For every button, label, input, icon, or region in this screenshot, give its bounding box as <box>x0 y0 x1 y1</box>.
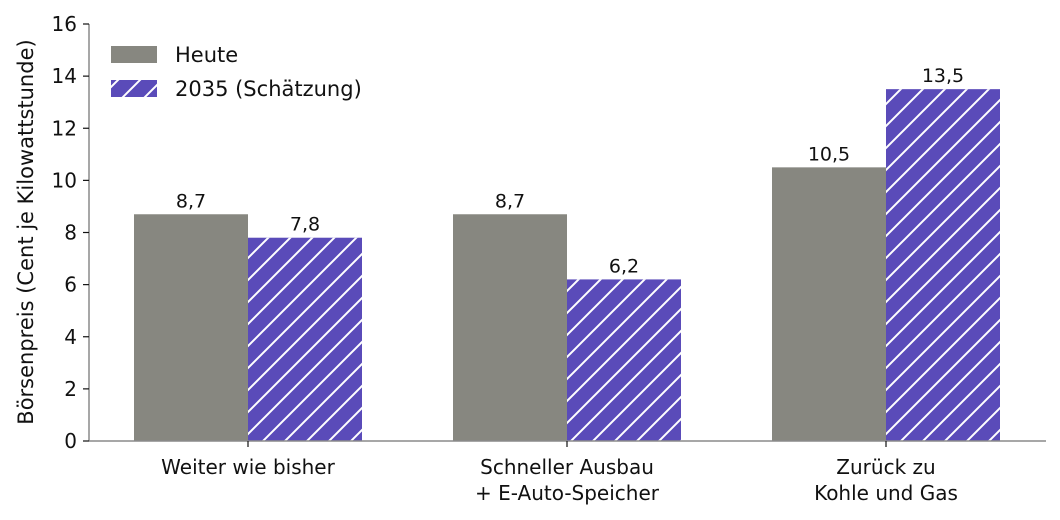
value-label: 8,7 <box>495 190 525 212</box>
value-label: 7,8 <box>290 214 320 236</box>
value-label: 10,5 <box>808 143 850 165</box>
value-label: 6,2 <box>609 255 639 277</box>
bar-2035-hatch-3 <box>886 89 1000 441</box>
legend-swatch-1 <box>111 46 157 63</box>
y-tick-label: 14 <box>52 64 77 88</box>
bars-group <box>134 89 1000 441</box>
value-label: 8,7 <box>176 190 206 212</box>
y-tick-label: 12 <box>52 116 77 140</box>
bar-2035-hatch-1 <box>248 237 362 441</box>
legend-swatch-hatch <box>111 80 157 97</box>
x-tick-label: Weiter wie bisher <box>161 455 335 479</box>
y-tick-label: 0 <box>64 429 77 453</box>
bar-heute-1 <box>134 214 248 441</box>
bar-heute-3 <box>772 167 886 441</box>
y-tick-label: 6 <box>64 273 77 297</box>
y-axis-ticks: 0 2 4 6 8 10 12 14 16 <box>52 12 89 453</box>
y-tick-label: 2 <box>64 377 77 401</box>
x-tick-label: Schneller Ausbau + E-Auto-Speicher <box>475 455 660 505</box>
legend-label-1: Heute <box>175 43 238 67</box>
value-labels-group: 8,7 8,7 10,5 7,8 6,2 13,5 <box>176 65 964 277</box>
x-tick-label: Zurück zu Kohle und Gas <box>814 455 958 505</box>
bar-2035-hatch-2 <box>567 279 681 441</box>
legend: Heute 2035 (Schätzung) <box>111 43 362 101</box>
bar-heute-2 <box>453 214 567 441</box>
y-tick-label: 8 <box>64 221 77 245</box>
y-axis-label: Börsenpreis (Cent je Kilowattstunde) <box>14 39 38 424</box>
value-label: 13,5 <box>922 65 964 87</box>
y-tick-label: 10 <box>52 168 77 192</box>
y-tick-label: 16 <box>52 12 77 36</box>
y-tick-label: 4 <box>64 325 77 349</box>
x-axis-ticks: Weiter wie bisher Schneller Ausbau + E-Aut… <box>161 441 958 505</box>
legend-label-2: 2035 (Schätzung) <box>175 77 362 101</box>
